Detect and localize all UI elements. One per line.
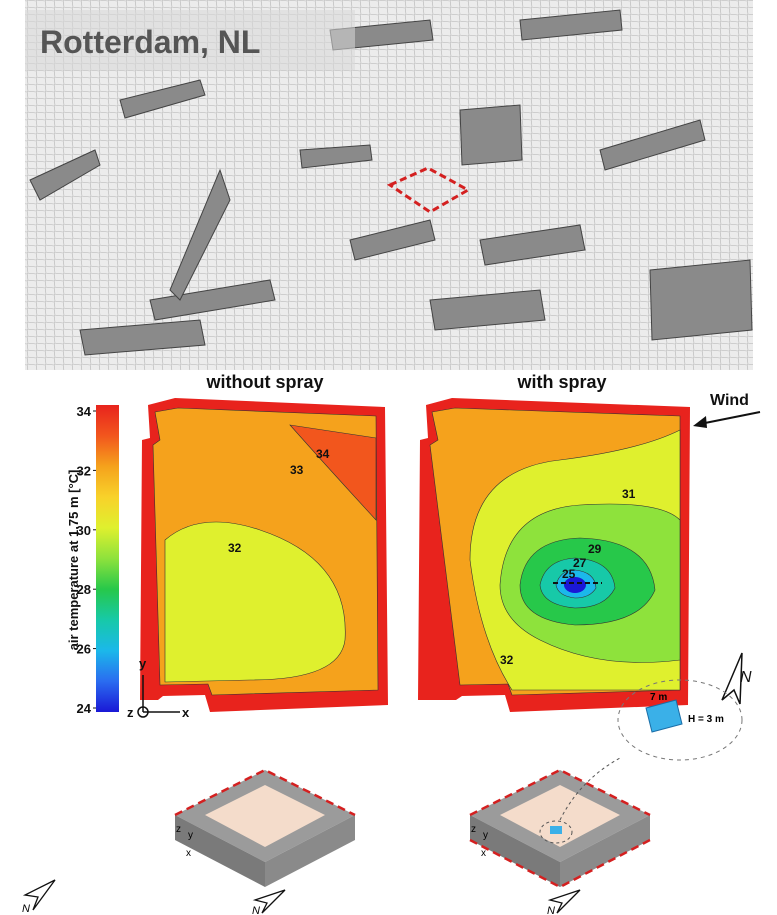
wind-arrow xyxy=(699,411,761,425)
axis-label: z xyxy=(471,824,476,835)
colorbar-tick-label: 30 xyxy=(77,523,91,538)
contour-label: 32 xyxy=(228,541,242,555)
location-label: Rotterdam, NL xyxy=(40,24,260,60)
axis-label: x xyxy=(481,848,486,859)
axis-label: z xyxy=(127,705,134,720)
building-model-left: z y x xyxy=(174,768,356,887)
colorbar-tick-label: 26 xyxy=(77,642,91,657)
axis-label: y xyxy=(483,830,488,841)
axis-label: x xyxy=(186,848,191,859)
axis-label: y xyxy=(188,830,193,841)
colorbar-ticks: 34 32 30 28 26 24 xyxy=(77,404,96,716)
colorbar-tick-label: 34 xyxy=(77,404,92,419)
north-label: N xyxy=(740,669,752,686)
colorbar-tick-label: 28 xyxy=(77,582,91,597)
contour-label: 33 xyxy=(290,463,304,477)
axis-label: x xyxy=(182,705,190,720)
spray-width-label: 7 m xyxy=(650,692,667,703)
wind-arrowhead xyxy=(693,416,707,428)
contour-label: 27 xyxy=(573,556,587,570)
contour-map-with-spray: 31 29 27 25 32 xyxy=(418,398,690,712)
colorbar-tick-label: 32 xyxy=(77,463,91,478)
contour-label: 34 xyxy=(316,447,330,461)
contour-map-without-spray: 34 33 32 y x z xyxy=(127,398,388,720)
north-label: N xyxy=(22,903,30,915)
colorbar-label: air temperature at 1.75 m [°C] xyxy=(66,470,81,651)
contour-label: 32 xyxy=(500,653,514,667)
contour-label: 31 xyxy=(622,487,636,501)
colorbar-tick-label: 24 xyxy=(77,701,92,716)
axis-label: z xyxy=(176,824,181,835)
contour-label: 25 xyxy=(562,567,576,581)
contour-label: 29 xyxy=(588,542,602,556)
colorbar xyxy=(96,405,119,712)
wind-label: Wind xyxy=(710,392,749,409)
spray-height-label: H = 3 m xyxy=(688,714,724,725)
north-label: N xyxy=(547,905,555,915)
mesh-image: Rotterdam, NL xyxy=(25,0,753,370)
axis-label: y xyxy=(139,656,147,671)
north-arrow xyxy=(721,652,743,705)
north-arrows xyxy=(22,879,581,914)
panel-title: with spray xyxy=(516,372,606,392)
north-label: N xyxy=(252,905,260,915)
panel-title: without spray xyxy=(205,372,323,392)
building-model-right: 7 m H = 3 m z y x xyxy=(469,679,743,889)
